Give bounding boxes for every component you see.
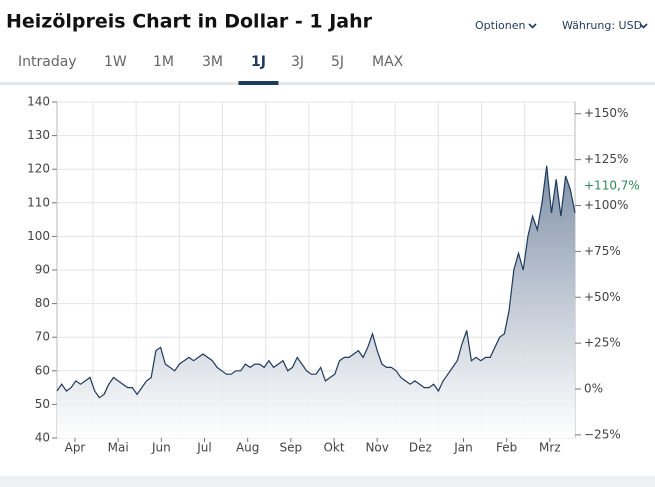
x-tick-label: Aug — [236, 441, 259, 455]
y2-tick-label: +25% — [584, 336, 621, 350]
tab[interactable]: 1M — [153, 54, 174, 70]
y-tick-label: 50 — [35, 397, 50, 411]
y2-tick-label: +150% — [584, 106, 628, 120]
tab[interactable]: 3J — [291, 54, 304, 70]
line — [56, 165, 576, 399]
x-tick-label: Nov — [365, 441, 388, 455]
y-tick-label: 120 — [27, 162, 50, 176]
y-tick-label: 40 — [35, 431, 50, 445]
title: Heizölpreis Chart in Dollar - 1 Jahr — [6, 11, 373, 33]
x-tick-label: Dez — [409, 441, 432, 455]
active-tab-indicator — [238, 81, 279, 85]
tab[interactable]: Intraday — [18, 54, 77, 70]
y-tick-label: 80 — [35, 296, 50, 310]
chevron — [528, 23, 537, 29]
area — [57, 165, 575, 439]
x-tick-label: Mrz — [539, 441, 561, 455]
y2-tick-label: +50% — [584, 290, 621, 304]
y-tick-label: 140 — [27, 95, 50, 109]
currency-button[interactable]: Währung: USD — [562, 19, 642, 32]
x-tick-label: Jul — [196, 441, 211, 455]
chevron — [639, 23, 648, 29]
x-tick-label: Jun — [151, 441, 171, 455]
y2-tick-label: +125% — [584, 152, 628, 166]
y-tick-label: 60 — [35, 363, 50, 377]
y-tick-label: 110 — [27, 195, 50, 209]
x-tick-label: Feb — [496, 441, 517, 455]
tab[interactable]: MAX — [372, 54, 404, 70]
x-tick-label: Okt — [323, 441, 344, 455]
tab[interactable]: 1W — [104, 54, 127, 70]
y2-tick-label: −25% — [584, 427, 621, 441]
options-button[interactable]: Optionen — [475, 19, 525, 32]
x-tick-label: Jan — [453, 441, 473, 455]
tab[interactable]: 1J — [251, 54, 266, 70]
y2-tick-label: +75% — [584, 244, 621, 258]
x-tick-label: Sep — [280, 441, 303, 455]
y-tick-label: 90 — [35, 263, 50, 277]
y-tick-label: 130 — [27, 128, 50, 142]
y-tick-label: 100 — [27, 229, 50, 243]
y2-tick-label: 0% — [584, 382, 603, 396]
tab[interactable]: 3M — [202, 54, 223, 70]
tab-underline — [0, 82, 655, 85]
x-tick-label: Mai — [108, 441, 129, 455]
footer-bar — [0, 476, 655, 487]
x-tick-label: Apr — [65, 441, 86, 455]
y2-tick-label: +100% — [584, 198, 628, 212]
tab[interactable]: 5J — [331, 54, 344, 70]
annotation: +110,7% — [584, 178, 640, 192]
y-tick-label: 70 — [35, 330, 50, 344]
